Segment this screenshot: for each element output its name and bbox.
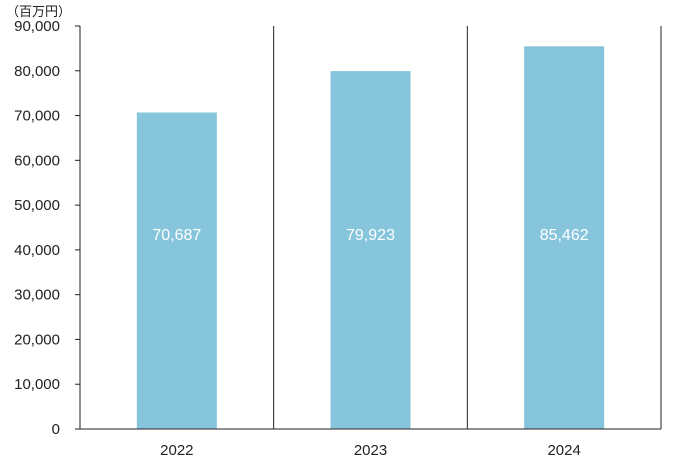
- x-tick-label: 2023: [354, 442, 387, 459]
- y-tick-label: 40,000: [14, 242, 60, 259]
- y-tick-label: 60,000: [14, 152, 60, 169]
- bar-value-labels: 70,687 79,923 85,462: [152, 227, 588, 244]
- x-axis-ticks: 2022 2023 2024: [160, 442, 581, 459]
- bar-2022: [136, 112, 217, 430]
- category-separators: [273, 26, 662, 429]
- y-tick-label: 0: [52, 421, 60, 438]
- bar-2024: [524, 46, 605, 429]
- bar-value-label: 85,462: [540, 227, 589, 244]
- y-tick-label: 90,000: [14, 18, 60, 35]
- y-tick-label: 80,000: [14, 63, 60, 80]
- y-tick-label: 10,000: [14, 376, 60, 393]
- bar-value-label: 70,687: [152, 227, 201, 244]
- unit-label: （百万円）: [6, 5, 72, 20]
- y-tick-label: 30,000: [14, 287, 60, 304]
- y-tick-label: 70,000: [14, 108, 60, 125]
- y-tick-label: 50,000: [14, 197, 60, 214]
- y-axis-ticks: 0 10,000 20,000 30,000 40,000 50,000 60,000 70,…: [14, 18, 80, 438]
- bars: [136, 46, 605, 430]
- x-tick-label: 2024: [547, 442, 580, 459]
- y-tick-label: 20,000: [14, 331, 60, 348]
- bar-2023: [330, 71, 411, 430]
- bar-value-label: 79,923: [346, 227, 395, 244]
- x-tick-label: 2022: [160, 442, 193, 459]
